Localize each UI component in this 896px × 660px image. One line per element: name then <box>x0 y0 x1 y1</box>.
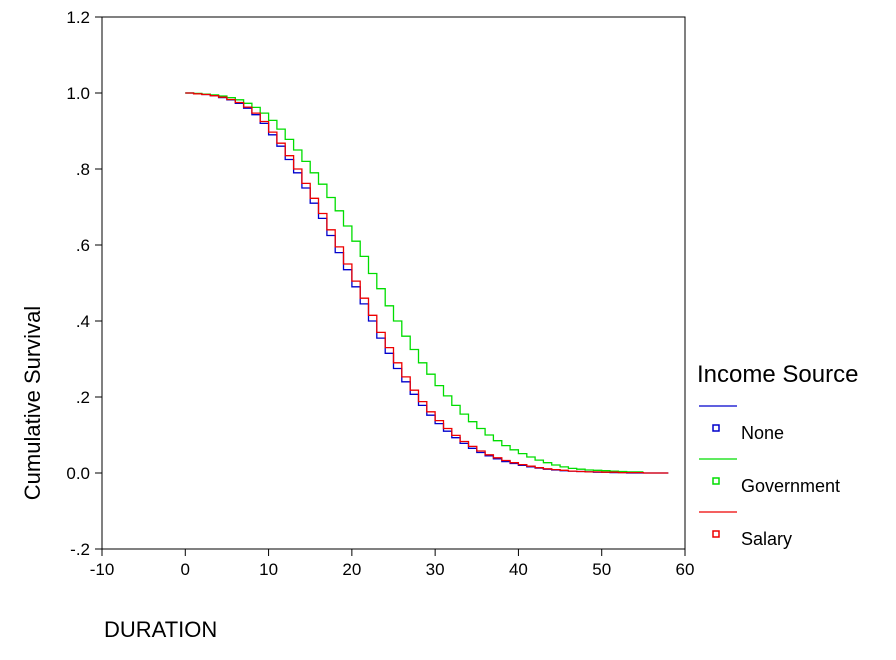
x-tick-label: 20 <box>342 560 361 579</box>
y-tick-label: .4 <box>76 312 90 331</box>
series-line-none <box>185 92 669 474</box>
y-axis-title: Cumulative Survival <box>20 306 45 500</box>
legend-label-none: None <box>741 423 784 443</box>
series-lines <box>185 92 669 474</box>
plot-frame <box>101 16 686 550</box>
x-tick-label: 50 <box>592 560 611 579</box>
y-tick-label: 1.0 <box>66 84 90 103</box>
x-tick-label: 0 <box>181 560 190 579</box>
legend-marker-none <box>712 424 720 432</box>
x-tick-label: -10 <box>90 560 115 579</box>
y-tick-label: .2 <box>76 388 90 407</box>
y-tick-label: .6 <box>76 236 90 255</box>
x-tick-label: 60 <box>676 560 695 579</box>
y-tick-label: 1.2 <box>66 8 90 27</box>
y-tick-label: -.2 <box>70 540 90 559</box>
series-line-government <box>185 92 644 473</box>
series-line-salary <box>185 92 669 474</box>
legend-label-salary: Salary <box>741 529 792 549</box>
legend-marker-government <box>712 477 720 485</box>
legend-label-government: Government <box>741 476 840 496</box>
x-axis: -10 0 10 20 30 40 50 60 <box>90 549 695 579</box>
y-axis: -.2 0.0 .2 .4 .6 .8 1.0 1.2 <box>66 8 102 559</box>
x-tick-label: 40 <box>509 560 528 579</box>
x-tick-label: 10 <box>259 560 278 579</box>
y-tick-label: 0.0 <box>66 464 90 483</box>
legend-marker-salary <box>712 530 720 538</box>
legend-title: Income Source <box>697 361 858 388</box>
x-tick-label: 30 <box>426 560 445 579</box>
x-axis-title: DURATION <box>104 617 217 642</box>
legend: Income Source None Government Salary <box>697 361 858 549</box>
y-tick-label: .8 <box>76 160 90 179</box>
